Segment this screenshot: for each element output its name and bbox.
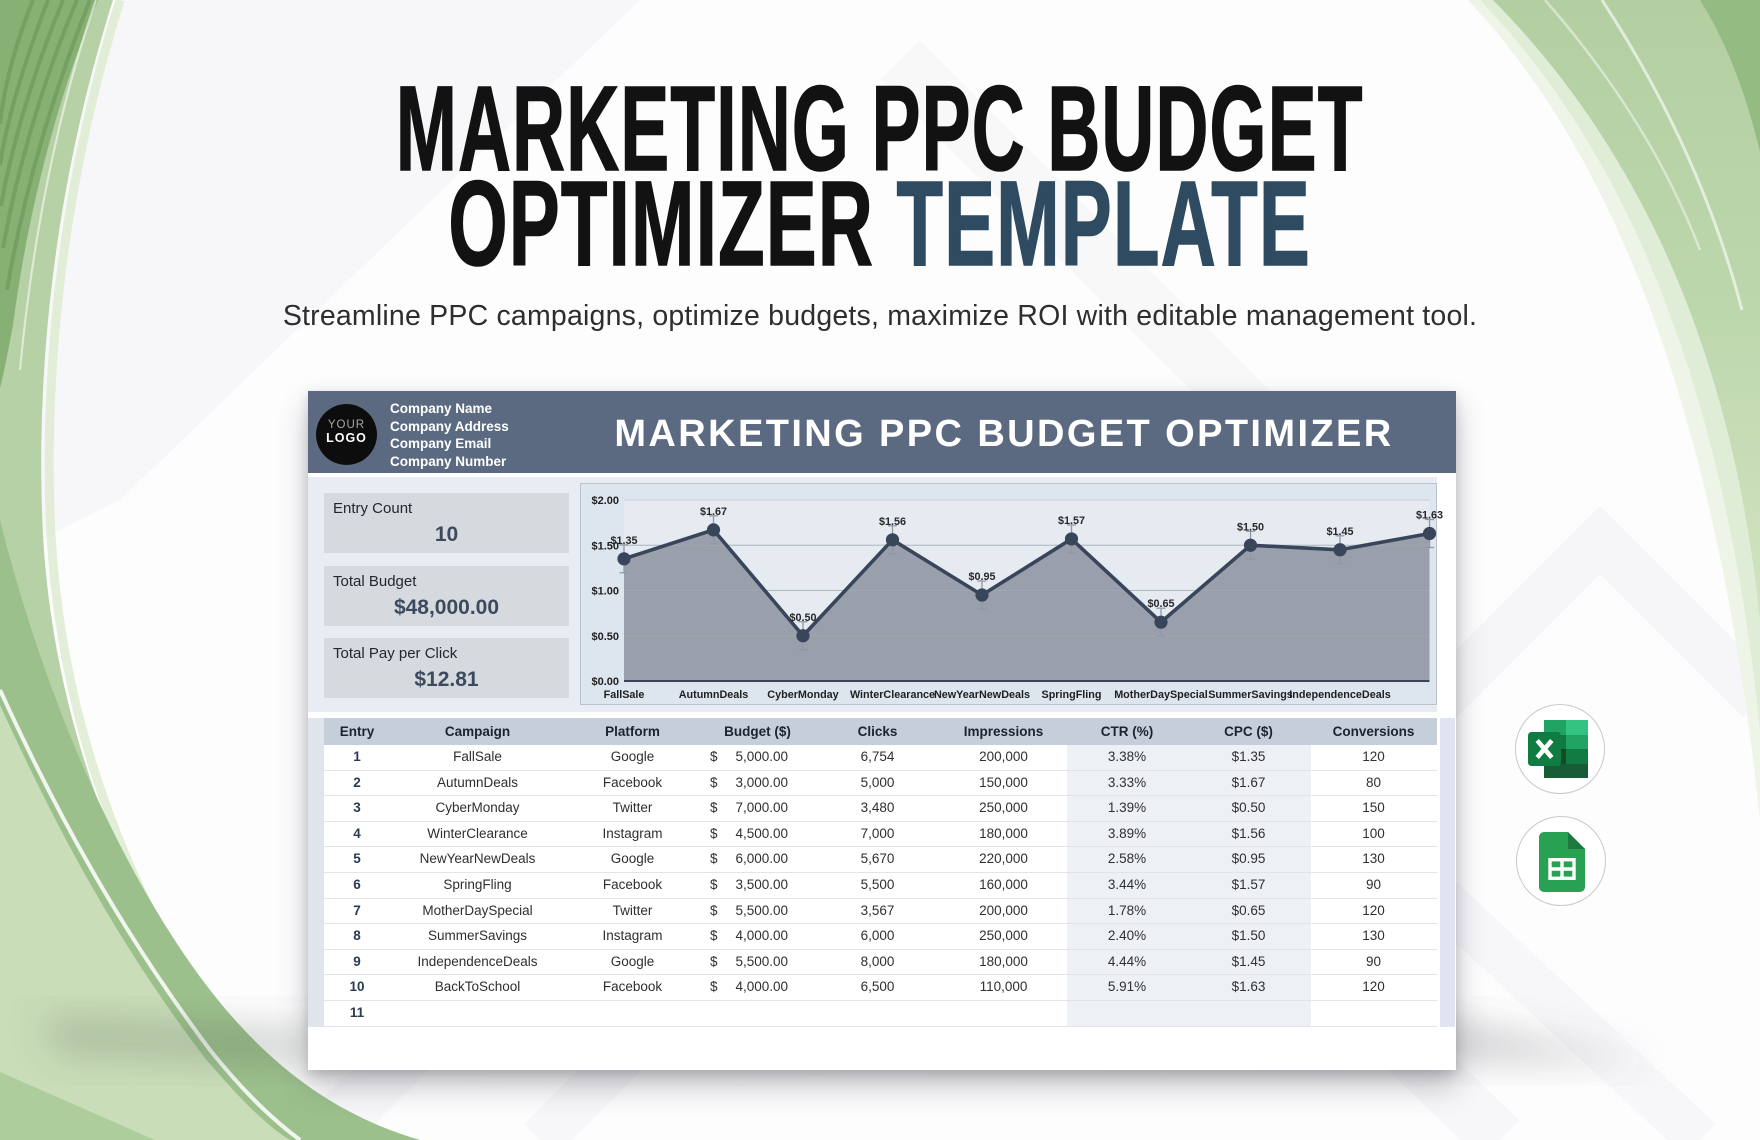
svg-text:SpringFling: SpringFling xyxy=(1042,689,1102,701)
svg-text:$1.35: $1.35 xyxy=(610,535,637,547)
svg-text:$1.56: $1.56 xyxy=(879,516,906,528)
svg-text:FallSale: FallSale xyxy=(604,689,645,701)
svg-text:$2.00: $2.00 xyxy=(591,495,619,507)
svg-text:WinterClearance: WinterClearance xyxy=(850,689,935,701)
svg-text:$0.00: $0.00 xyxy=(591,676,619,688)
svg-text:$0.65: $0.65 xyxy=(1147,598,1174,610)
svg-text:$1.50: $1.50 xyxy=(591,540,619,552)
svg-text:IndependenceDeals: IndependenceDeals xyxy=(1289,689,1390,701)
svg-text:$0.50: $0.50 xyxy=(789,612,816,624)
svg-text:NewYearNewDeals: NewYearNewDeals xyxy=(934,689,1030,701)
svg-text:SummerSavings: SummerSavings xyxy=(1208,689,1293,701)
svg-text:$1.57: $1.57 xyxy=(1058,515,1085,527)
svg-text:CyberMonday: CyberMonday xyxy=(767,689,838,701)
svg-text:$1.45: $1.45 xyxy=(1326,526,1353,538)
svg-text:$1.67: $1.67 xyxy=(700,506,727,518)
svg-text:$0.50: $0.50 xyxy=(591,631,619,643)
svg-text:$1.00: $1.00 xyxy=(591,586,619,598)
svg-text:AutumnDeals: AutumnDeals xyxy=(679,689,749,701)
svg-text:$1.63: $1.63 xyxy=(1416,509,1443,521)
svg-text:$0.95: $0.95 xyxy=(968,571,995,583)
svg-text:MotherDaySpecial: MotherDaySpecial xyxy=(1114,689,1208,701)
svg-text:$1.50: $1.50 xyxy=(1237,521,1264,533)
